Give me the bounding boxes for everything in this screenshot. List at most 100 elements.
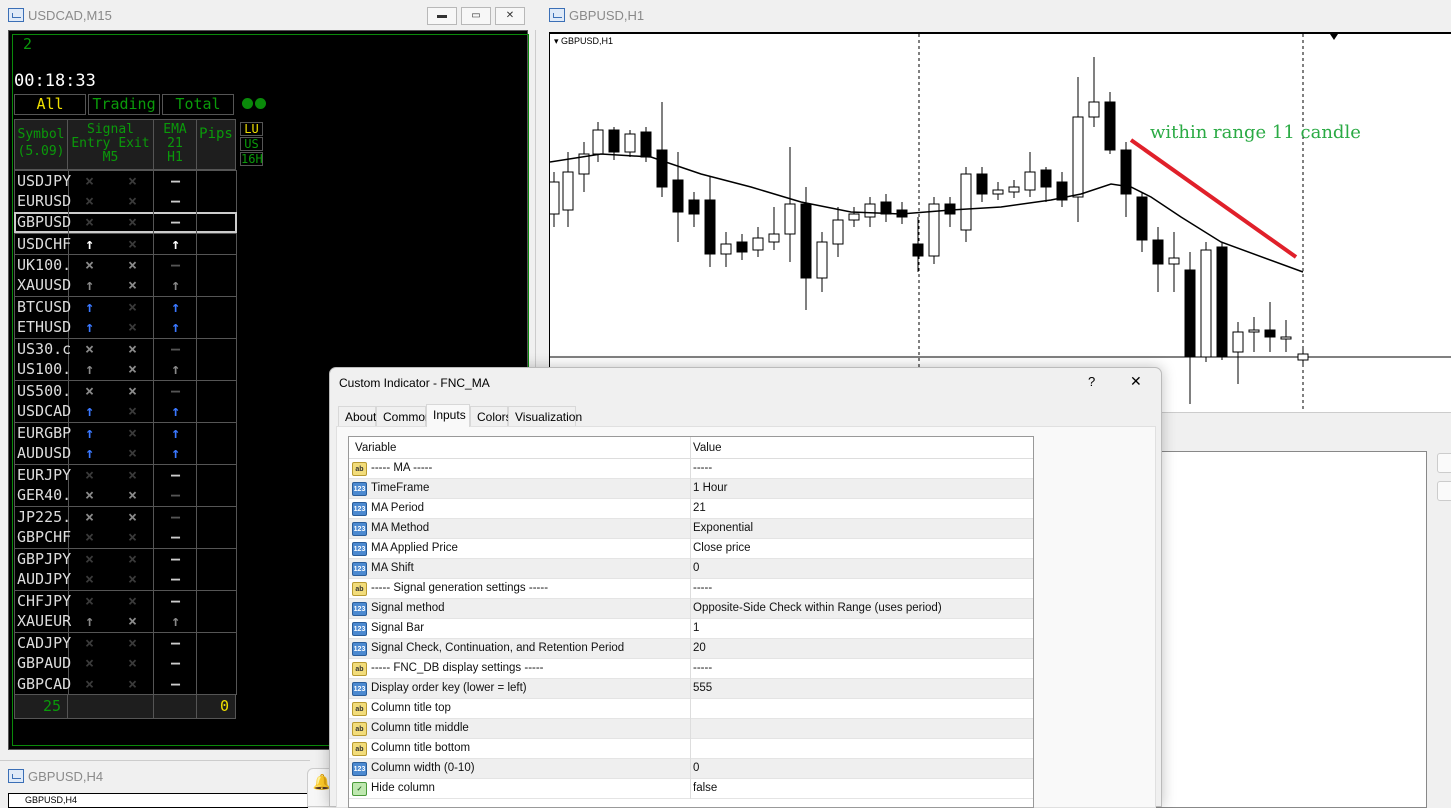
- table-row[interactable]: USDCAD ↑ × ↑: [14, 401, 237, 422]
- param-row[interactable]: ab ----- MA ----- -----: [349, 459, 1033, 479]
- param-row[interactable]: ✓ Hide column false: [349, 779, 1033, 799]
- 16h-button[interactable]: 16H: [240, 152, 263, 166]
- param-row[interactable]: 123 TimeFrame 1 Hour: [349, 479, 1033, 499]
- param-row[interactable]: ab Column title bottom: [349, 739, 1033, 759]
- param-value[interactable]: 0: [693, 762, 700, 774]
- exit-cross-icon: ×: [127, 486, 138, 504]
- lu-button[interactable]: LU: [240, 122, 263, 136]
- chart-h4-area[interactable]: GBPUSD,H4: [8, 793, 308, 808]
- param-row[interactable]: 123 MA Period 21: [349, 499, 1033, 519]
- param-row[interactable]: 123 Column width (0-10) 0: [349, 759, 1033, 779]
- table-row[interactable]: GBPAUD × × –: [14, 653, 237, 674]
- param-value[interactable]: 21: [693, 502, 706, 514]
- tab-total[interactable]: Total: [162, 94, 234, 115]
- header-ema[interactable]: EMA 21 H1: [153, 119, 197, 170]
- param-value[interactable]: 1: [693, 622, 700, 634]
- footer-cell: [153, 694, 197, 719]
- close-button[interactable]: ✕: [1130, 373, 1142, 389]
- tab-colors[interactable]: Colors: [470, 406, 512, 426]
- header-signal[interactable]: Signal Entry Exit M5: [67, 119, 154, 170]
- param-value[interactable]: Opposite-Side Check within Range (uses p…: [693, 602, 942, 614]
- dropdown-triangle-icon[interactable]: ▾: [554, 36, 562, 46]
- window-title-bar[interactable]: GBPUSD,H4: [0, 761, 310, 791]
- background-button[interactable]: [1437, 481, 1451, 501]
- table-row[interactable]: CADJPY × × –: [14, 632, 237, 654]
- param-row[interactable]: 123 MA Shift 0: [349, 559, 1033, 579]
- symbol-cell: UK100.: [17, 255, 72, 276]
- restore-button[interactable]: ▭: [461, 7, 491, 25]
- trendline[interactable]: [1129, 138, 1298, 259]
- ema-up-arrow-icon: ↑: [170, 298, 181, 316]
- table-row[interactable]: CHFJPY × × –: [14, 590, 237, 612]
- minimize-button[interactable]: ▬: [427, 7, 457, 25]
- number-type-icon: 123: [352, 642, 367, 656]
- background-button[interactable]: [1437, 453, 1451, 473]
- inputs-grid[interactable]: Variable Value ab ----- MA ----- ----- 12…: [348, 436, 1034, 808]
- window-title: USDCAD,M15: [28, 7, 112, 23]
- table-row[interactable]: XAUEUR ↑ × ↑: [14, 611, 237, 632]
- param-value[interactable]: -----: [693, 662, 713, 674]
- exit-cross-icon: ×: [127, 382, 138, 400]
- param-row[interactable]: 123 Display order key (lower = left) 555: [349, 679, 1033, 699]
- us-button[interactable]: US: [240, 137, 263, 151]
- param-value[interactable]: Exponential: [693, 522, 754, 534]
- table-row[interactable]: GBPJPY × × –: [14, 548, 237, 570]
- tab-common[interactable]: Common: [376, 406, 432, 426]
- entry-up-arrow-icon: ↑: [84, 276, 95, 294]
- param-value[interactable]: -----: [693, 582, 713, 594]
- param-row[interactable]: ab ----- FNC_DB display settings ----- -…: [349, 659, 1033, 679]
- table-row[interactable]: JP225. × × –: [14, 506, 237, 528]
- param-value[interactable]: -----: [693, 462, 713, 474]
- header-ema-tf: H1: [167, 150, 183, 165]
- param-value[interactable]: 20: [693, 642, 706, 654]
- header-pips[interactable]: Pips: [196, 119, 236, 170]
- param-row[interactable]: 123 Signal method Opposite-Side Check wi…: [349, 599, 1033, 619]
- bullish-candle: [1232, 331, 1244, 353]
- table-row[interactable]: US100. ↑ × ↑: [14, 359, 237, 380]
- column-variable[interactable]: Variable: [355, 442, 397, 454]
- table-row[interactable]: GBPCHF × × –: [14, 527, 237, 548]
- tab-about[interactable]: About: [338, 406, 376, 426]
- table-row[interactable]: AUDJPY × × –: [14, 569, 237, 590]
- price-chart[interactable]: ▾ GBPUSD,H1 within range 11 candle: [549, 32, 1451, 412]
- table-row[interactable]: GBPUSD × × –: [14, 212, 237, 233]
- param-value[interactable]: 1 Hour: [693, 482, 728, 494]
- help-button[interactable]: ?: [1088, 374, 1096, 389]
- table-row[interactable]: US30.c × × –: [14, 338, 237, 360]
- param-value[interactable]: false: [693, 782, 718, 794]
- table-row[interactable]: USDJPY × × –: [14, 170, 237, 192]
- table-row[interactable]: GBPCAD × × –: [14, 674, 237, 695]
- param-row[interactable]: ab Column title top: [349, 699, 1033, 719]
- tab-trading[interactable]: Trading: [88, 94, 160, 115]
- ema-dash-icon: –: [170, 172, 181, 190]
- header-symbol[interactable]: Symbol (5.09): [14, 119, 68, 170]
- table-row[interactable]: GER40. × × –: [14, 485, 237, 506]
- param-row[interactable]: 123 Signal Check, Continuation, and Rete…: [349, 639, 1033, 659]
- param-value[interactable]: Close price: [693, 542, 751, 554]
- table-row[interactable]: EURGBP ↑ × ↑: [14, 422, 237, 444]
- tab-all[interactable]: All: [14, 94, 86, 115]
- table-row[interactable]: UK100. × × –: [14, 254, 237, 276]
- table-row[interactable]: EURUSD × × –: [14, 191, 237, 212]
- param-row[interactable]: 123 Signal Bar 1: [349, 619, 1033, 639]
- tab-inputs[interactable]: Inputs: [426, 404, 470, 427]
- column-value[interactable]: Value: [693, 442, 722, 454]
- table-row[interactable]: USDCHF ↑ × ↑: [14, 233, 237, 255]
- table-row[interactable]: BTCUSD ↑ × ↑: [14, 296, 237, 318]
- param-row[interactable]: ab ----- Signal generation settings ----…: [349, 579, 1033, 599]
- window-title-bar[interactable]: GBPUSD,H1: [541, 0, 1451, 30]
- tab-visualization[interactable]: Visualization: [508, 406, 582, 426]
- symbol-cell: GBPCHF: [17, 527, 72, 548]
- table-row[interactable]: XAUUSD ↑ × ↑: [14, 275, 237, 296]
- param-row[interactable]: ab Column title middle: [349, 719, 1033, 739]
- table-row[interactable]: AUDUSD ↑ × ↑: [14, 443, 237, 464]
- param-row[interactable]: 123 MA Method Exponential: [349, 519, 1033, 539]
- param-value[interactable]: 555: [693, 682, 713, 694]
- table-row[interactable]: US500. × × –: [14, 380, 237, 402]
- table-row[interactable]: EURJPY × × –: [14, 464, 237, 486]
- table-row[interactable]: ETHUSD ↑ × ↑: [14, 317, 237, 338]
- param-row[interactable]: 123 MA Applied Price Close price: [349, 539, 1033, 559]
- param-value[interactable]: 0: [693, 562, 700, 574]
- close-button[interactable]: ✕: [495, 7, 525, 25]
- symbol-cell: GBPCAD: [17, 674, 72, 695]
